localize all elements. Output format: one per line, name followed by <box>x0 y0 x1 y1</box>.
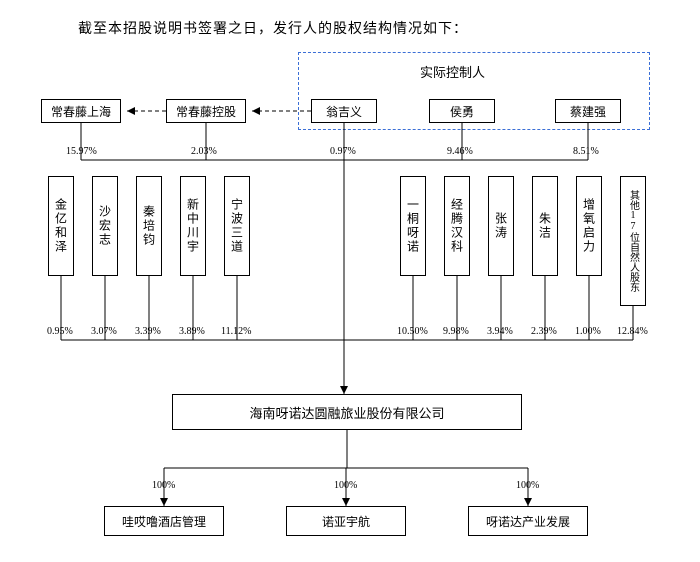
connectors <box>0 0 700 562</box>
